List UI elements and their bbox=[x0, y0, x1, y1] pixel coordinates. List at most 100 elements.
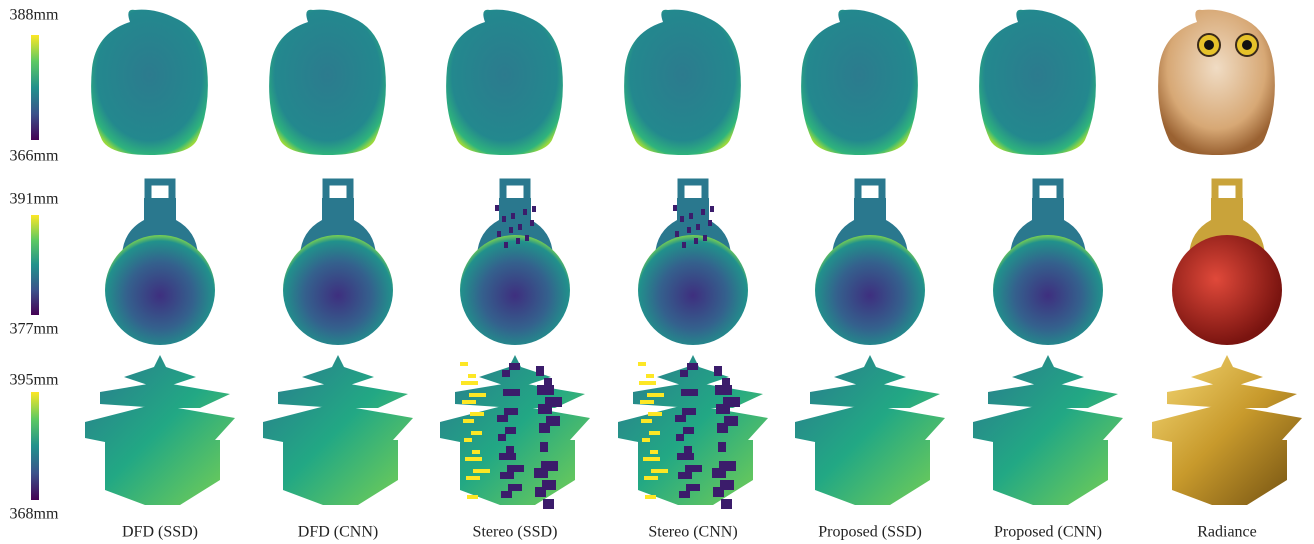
noise bbox=[650, 450, 658, 454]
noise bbox=[503, 389, 520, 396]
noise bbox=[675, 415, 686, 422]
noise bbox=[546, 416, 560, 426]
colorbar bbox=[31, 35, 39, 140]
noise bbox=[543, 499, 554, 509]
pagoda-image bbox=[1152, 355, 1302, 505]
noise bbox=[708, 220, 712, 226]
column-label: Radiance bbox=[1197, 524, 1257, 541]
pagoda-image bbox=[973, 355, 1123, 505]
noise bbox=[679, 491, 690, 498]
noise bbox=[720, 480, 734, 490]
noise bbox=[516, 238, 520, 244]
ornament-ball bbox=[1172, 235, 1282, 345]
noise bbox=[676, 434, 684, 441]
noise bbox=[505, 427, 516, 434]
colorbar bbox=[31, 215, 39, 315]
noise bbox=[500, 472, 514, 479]
owl-pupil bbox=[1204, 40, 1214, 50]
noise bbox=[472, 450, 480, 454]
noise bbox=[464, 438, 472, 442]
noise bbox=[467, 495, 478, 499]
column-label: Stereo (CNN) bbox=[648, 524, 737, 541]
noise bbox=[675, 231, 679, 237]
ornament-ball bbox=[815, 235, 925, 345]
noise bbox=[680, 216, 684, 222]
noise bbox=[525, 235, 529, 241]
noise bbox=[536, 366, 544, 376]
noise bbox=[465, 457, 482, 461]
pagoda-image bbox=[263, 355, 413, 505]
ornament-ball bbox=[993, 235, 1103, 345]
noise bbox=[686, 484, 700, 491]
noise bbox=[710, 206, 714, 212]
colorbar bbox=[31, 392, 39, 500]
noise bbox=[502, 216, 506, 222]
noise bbox=[724, 416, 738, 426]
noise bbox=[466, 476, 480, 480]
noise bbox=[680, 370, 688, 377]
owl-image bbox=[1158, 10, 1275, 155]
colorbar-min: 366mm bbox=[10, 148, 59, 165]
owl-pupil bbox=[1242, 40, 1252, 50]
noise bbox=[507, 465, 524, 472]
noise bbox=[508, 484, 522, 491]
ornament-ball bbox=[638, 235, 748, 345]
noise bbox=[645, 495, 656, 499]
noise bbox=[643, 457, 660, 461]
column-label: Stereo (SSD) bbox=[473, 524, 558, 541]
noise bbox=[694, 238, 698, 244]
noise bbox=[495, 205, 499, 211]
ornament-loop bbox=[326, 182, 350, 200]
noise bbox=[509, 363, 520, 370]
ornament-ball bbox=[105, 235, 215, 345]
noise bbox=[703, 235, 707, 241]
ornament-loop bbox=[1036, 182, 1060, 200]
noise bbox=[497, 415, 508, 422]
noise bbox=[502, 370, 510, 377]
noise bbox=[696, 224, 700, 230]
noise bbox=[642, 438, 650, 442]
ornament-loop bbox=[858, 182, 882, 200]
ornament-loop bbox=[148, 182, 172, 200]
noise bbox=[499, 453, 516, 460]
ornament-ball bbox=[283, 235, 393, 345]
noise bbox=[649, 431, 660, 435]
noise bbox=[687, 227, 691, 233]
noise bbox=[687, 363, 698, 370]
noise bbox=[718, 442, 726, 452]
noise bbox=[501, 491, 512, 498]
owl-image bbox=[979, 10, 1096, 155]
noise bbox=[644, 476, 658, 480]
figure: 388mm366mm391mm377mm395mm368mmDFD (SSD)D… bbox=[0, 0, 1314, 544]
colorbar-max: 388mm bbox=[10, 7, 59, 24]
noise bbox=[651, 469, 668, 473]
colorbar-max: 395mm bbox=[10, 372, 59, 389]
noise bbox=[504, 408, 518, 415]
column-label: DFD (CNN) bbox=[298, 524, 378, 541]
noise bbox=[469, 393, 486, 397]
noise bbox=[640, 400, 654, 404]
noise bbox=[541, 461, 558, 471]
noise bbox=[509, 227, 513, 233]
owl-image bbox=[801, 10, 918, 155]
owl-image bbox=[446, 10, 563, 155]
noise bbox=[462, 400, 476, 404]
noise bbox=[682, 408, 696, 415]
noise bbox=[468, 374, 476, 378]
noise bbox=[685, 465, 702, 472]
noise bbox=[504, 242, 508, 248]
colorbar-max: 391mm bbox=[10, 191, 59, 208]
noise bbox=[681, 389, 698, 396]
noise bbox=[722, 378, 730, 388]
owl-image bbox=[91, 10, 208, 155]
noise bbox=[682, 242, 686, 248]
noise bbox=[506, 446, 514, 453]
column-label: Proposed (CNN) bbox=[994, 524, 1102, 541]
ornament-ball bbox=[460, 235, 570, 345]
ornament-loop bbox=[1215, 182, 1239, 200]
noise bbox=[518, 224, 522, 230]
noise bbox=[689, 213, 693, 219]
noise bbox=[511, 213, 515, 219]
noise bbox=[460, 362, 468, 366]
noise bbox=[646, 374, 654, 378]
